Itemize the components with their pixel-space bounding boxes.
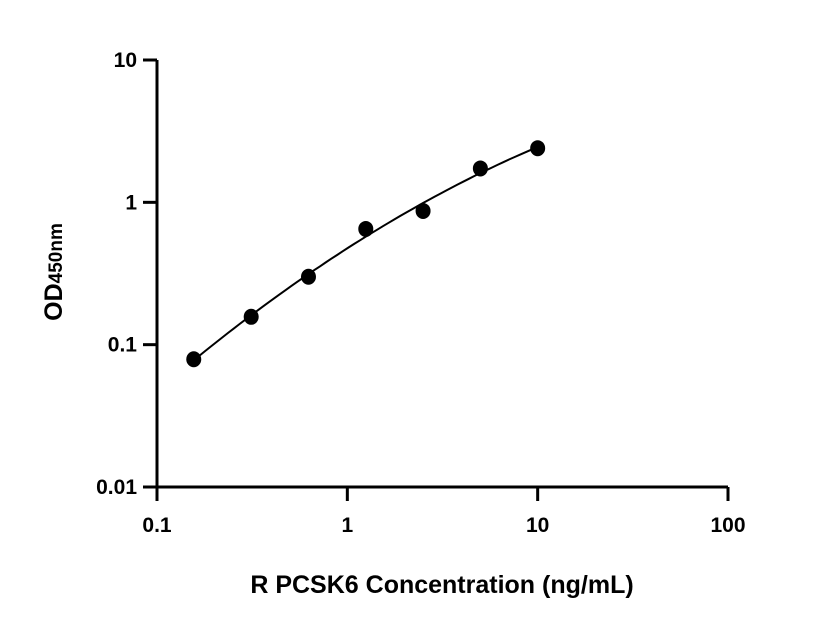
y-axis-label-main: OD [40, 283, 68, 321]
fit-curve [193, 145, 539, 362]
y-tick-label: 1 [125, 191, 137, 214]
y-tick-label: 0.1 [108, 334, 138, 357]
x-tick-label: 100 [710, 514, 745, 537]
y-axis-label: OD450nm [40, 223, 68, 321]
data-point [358, 220, 374, 237]
data-points [186, 140, 546, 368]
data-point [300, 268, 316, 285]
x-tick-label: 1 [341, 514, 353, 537]
fit-curve-group [193, 145, 539, 362]
y-axis-label-subscript: 450nm [46, 223, 67, 283]
data-point [243, 308, 259, 325]
data-point [530, 140, 546, 157]
svg-text:OD450nm: OD450nm [40, 223, 68, 321]
y-tick-label: 0.01 [96, 476, 137, 499]
data-point [415, 202, 431, 219]
x-axis-label: R PCSK6 Concentration (ng/mL) [250, 571, 633, 599]
x-tick-label: 0.1 [142, 514, 172, 537]
data-point [472, 160, 488, 177]
data-point [186, 351, 202, 368]
y-tick-label: 10 [114, 49, 137, 72]
x-tick-label: 10 [526, 514, 549, 537]
